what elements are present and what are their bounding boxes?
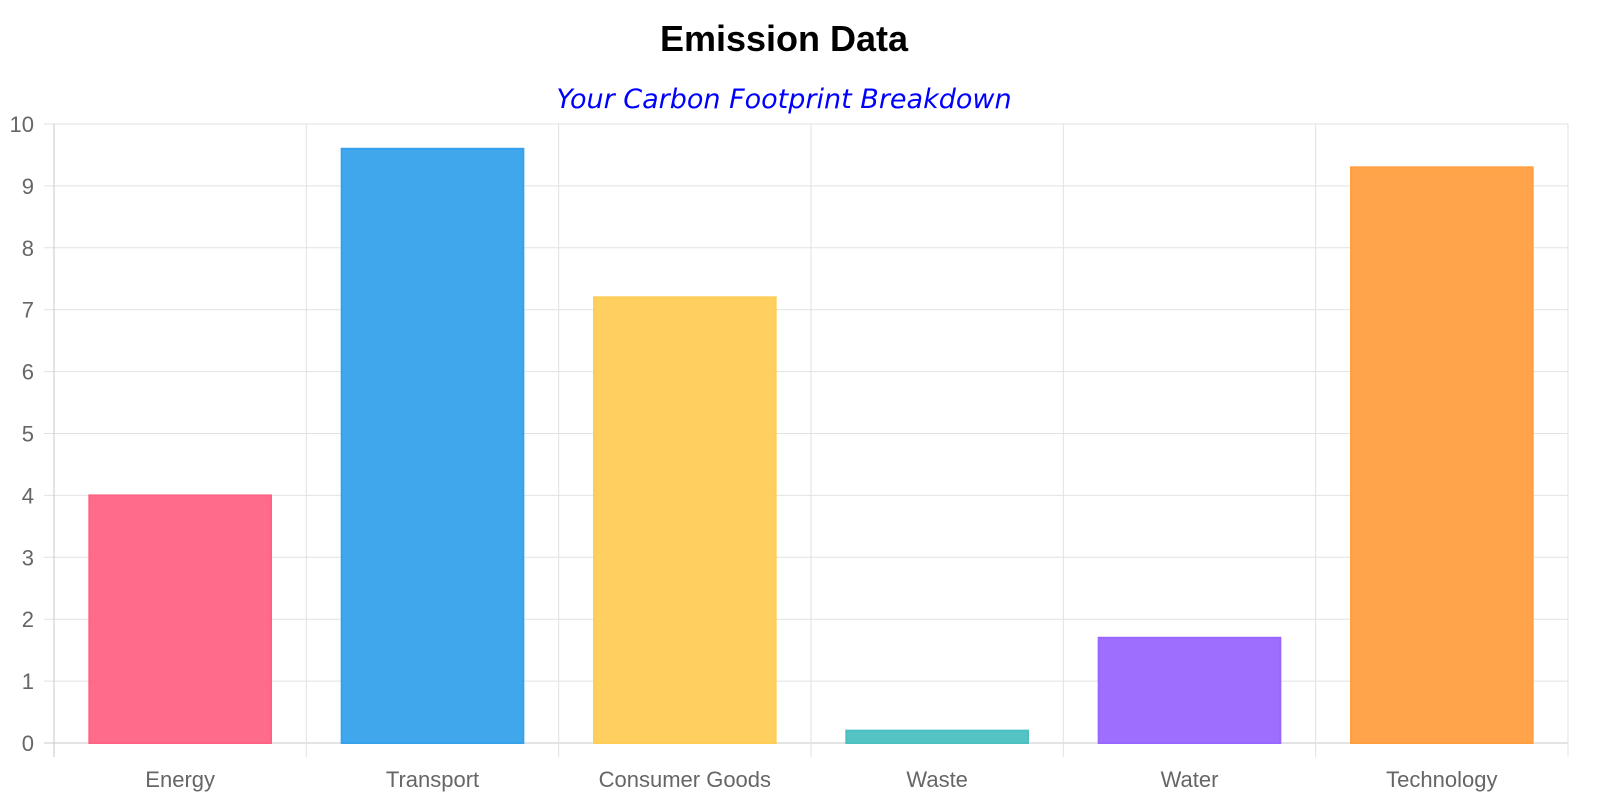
- y-tick-label: 9: [22, 174, 34, 199]
- bar-water[interactable]: [1097, 636, 1282, 745]
- bars: [88, 147, 1534, 745]
- y-tick-label: 4: [22, 483, 34, 508]
- y-tick-label: 0: [22, 731, 34, 756]
- x-tick-label: Consumer Goods: [599, 767, 771, 792]
- bar-consumer-goods[interactable]: [592, 296, 777, 744]
- y-tick-label: 5: [22, 422, 34, 447]
- x-tick-label: Technology: [1386, 767, 1497, 792]
- y-tick-label: 7: [22, 298, 34, 323]
- y-tick-label: 8: [22, 236, 34, 261]
- y-tick-label: 1: [22, 669, 34, 694]
- bar-energy[interactable]: [88, 494, 273, 744]
- bar-transport[interactable]: [340, 147, 525, 744]
- y-axis-ticks: 0 1 2 3 4 5 6 7 8 9 10: [10, 112, 34, 756]
- chart-title: Emission Data: [659, 18, 909, 59]
- y-tick-label: 2: [22, 607, 34, 632]
- x-axis-ticks: Energy Transport Consumer Goods Waste Water T…: [145, 767, 1497, 792]
- y-tick-label: 3: [22, 545, 34, 570]
- x-tick-label: Energy: [145, 767, 215, 792]
- x-tick-label: Transport: [386, 767, 479, 792]
- grid-lines: [44, 123, 1569, 757]
- y-tick-label: 6: [22, 360, 34, 385]
- bar-waste[interactable]: [845, 729, 1030, 744]
- x-tick-label: Waste: [906, 767, 968, 792]
- chart-subtitle: Your Carbon Footprint Breakdown: [556, 84, 1012, 115]
- x-tick-label: Water: [1161, 767, 1219, 792]
- bar-technology[interactable]: [1349, 166, 1534, 744]
- y-tick-label: 10: [10, 112, 34, 137]
